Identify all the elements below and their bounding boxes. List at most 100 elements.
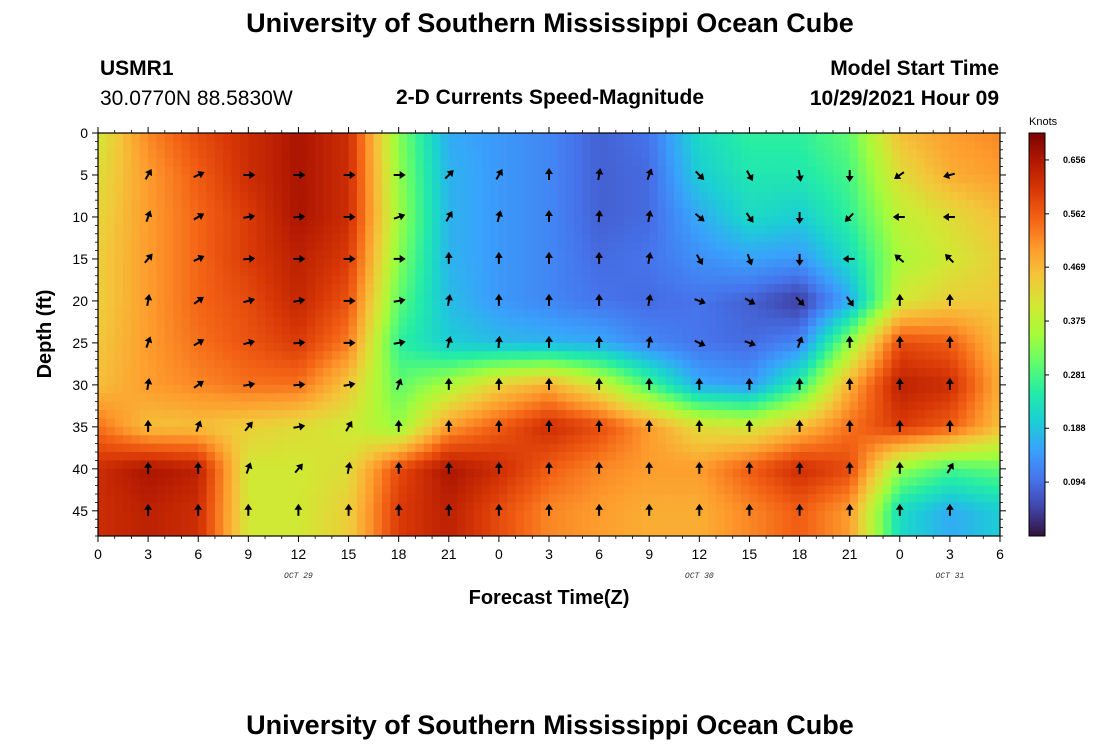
heatmap-cell (131, 309, 141, 319)
heatmap-cell (432, 284, 442, 294)
heatmap-cell (699, 284, 709, 294)
heatmap-cell (816, 174, 826, 184)
heatmap-cell (515, 149, 525, 159)
heatmap-cell (590, 200, 600, 210)
heatmap-cell (707, 435, 717, 445)
heatmap-cell (899, 384, 909, 394)
heatmap-cell (398, 200, 408, 210)
heatmap-cell (515, 183, 525, 193)
heatmap-cell (281, 460, 291, 470)
heatmap-cell (415, 443, 425, 453)
heatmap-cell (156, 468, 166, 478)
heatmap-cell (290, 477, 300, 487)
heatmap-cell (106, 275, 116, 285)
heatmap-cell (315, 200, 325, 210)
heatmap-cell (348, 309, 358, 319)
heatmap-cell (106, 258, 116, 268)
heatmap-cell (223, 158, 233, 168)
heatmap-cell (231, 519, 241, 529)
heatmap-cell (181, 133, 191, 142)
heatmap-cell (148, 519, 158, 529)
heatmap-cell (432, 149, 442, 159)
heatmap-cell (690, 334, 700, 344)
heatmap-cell (306, 275, 316, 285)
heatmap-cell (690, 494, 700, 504)
heatmap-cell (365, 309, 375, 319)
heatmap-cell (448, 426, 458, 436)
heatmap-cell (348, 443, 358, 453)
heatmap-cell (866, 494, 876, 504)
heatmap-cell (356, 200, 366, 210)
heatmap-cell (198, 418, 208, 428)
heatmap-cell (958, 300, 968, 310)
heatmap-cell (749, 242, 759, 252)
heatmap-cell (515, 401, 525, 411)
heatmap-cell (774, 158, 784, 168)
heatmap-cell (139, 242, 149, 252)
heatmap-cell (874, 376, 884, 386)
heatmap-cell (707, 200, 717, 210)
heatmap-cell (290, 494, 300, 504)
heatmap-cell (707, 468, 717, 478)
heatmap-cell (657, 250, 667, 260)
heatmap-cell (774, 133, 784, 142)
heatmap-cell (507, 368, 517, 378)
heatmap-cell (181, 376, 191, 386)
heatmap-cell (340, 376, 350, 386)
heatmap-cell (323, 418, 333, 428)
heatmap-cell (473, 527, 483, 536)
heatmap-cell (590, 158, 600, 168)
heatmap-cell (791, 158, 801, 168)
heatmap-cell (123, 183, 133, 193)
heatmap-cell (131, 477, 141, 487)
heatmap-cell (949, 494, 959, 504)
heatmap-cell (741, 133, 751, 142)
heatmap-cell (582, 141, 592, 151)
heatmap-cell (549, 149, 558, 159)
heatmap-cell (941, 275, 951, 285)
heatmap-cell (473, 133, 483, 142)
heatmap-cell (198, 502, 208, 512)
heatmap-cell (891, 368, 901, 378)
heatmap-cell (757, 342, 767, 352)
heatmap-cell (832, 527, 842, 536)
heatmap-cell (540, 200, 550, 210)
heatmap-cell (214, 300, 224, 310)
heatmap-cell (690, 284, 700, 294)
heatmap-cell (440, 225, 450, 235)
heatmap-cell (574, 326, 584, 336)
heatmap-cell (791, 258, 801, 268)
heatmap-cell (298, 477, 308, 487)
heatmap-cell (448, 435, 458, 445)
heatmap-cell (858, 267, 867, 277)
heatmap-cell (532, 242, 542, 252)
heatmap-cell (540, 351, 550, 361)
heatmap-cell (390, 468, 400, 478)
heatmap-cell (373, 300, 383, 310)
heatmap-cell (574, 183, 584, 193)
heatmap-cell (791, 384, 801, 394)
heatmap-cell (941, 334, 951, 344)
heatmap-cell (690, 216, 700, 226)
heatmap-cell (916, 426, 926, 436)
heatmap-cell (448, 242, 458, 252)
heatmap-cell (699, 342, 709, 352)
heatmap-cell (223, 384, 233, 394)
heatmap-cell (123, 149, 133, 159)
heatmap-cell (482, 452, 492, 462)
heatmap-cell (381, 242, 391, 252)
heatmap-cell (189, 351, 199, 361)
heatmap-cell (214, 443, 224, 453)
heatmap-cell (214, 460, 224, 470)
heatmap-cell (565, 519, 575, 529)
heatmap-cell (281, 485, 291, 495)
heatmap-cell (281, 342, 291, 352)
heatmap-cell (540, 242, 550, 252)
heatmap-cell (290, 258, 300, 268)
heatmap-cell (423, 317, 433, 327)
heatmap-cell (933, 284, 943, 294)
heatmap-cell (565, 225, 575, 235)
heatmap-cell (448, 485, 458, 495)
heatmap-cell (265, 527, 274, 536)
heatmap-cell (724, 149, 734, 159)
